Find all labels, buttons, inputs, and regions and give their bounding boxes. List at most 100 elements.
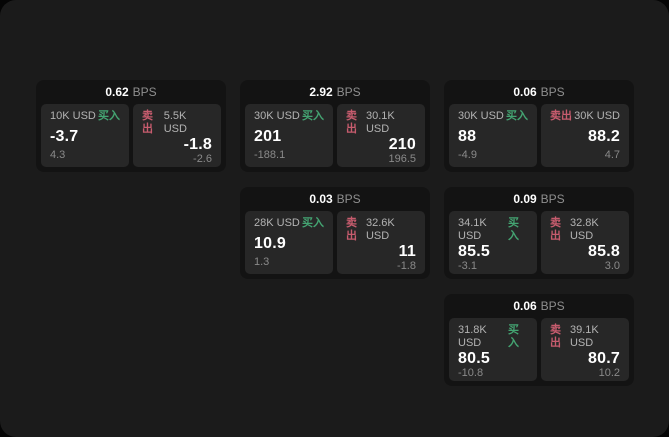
sell-panel[interactable]: 卖出 30K USD 88.2 4.7	[541, 104, 629, 167]
sell-tag: 卖出	[550, 217, 561, 242]
sell-price: 80.7	[588, 350, 620, 367]
buy-delta: -4.9	[458, 149, 477, 161]
sell-delta: 4.7	[604, 149, 620, 161]
buy-delta: -188.1	[254, 149, 286, 161]
sell-price: 88.2	[588, 127, 620, 145]
quote-card: 0.09 BPS 34.1K USD 买入 85.5 -3.1 卖出 32.8K…	[444, 187, 634, 279]
sell-size-label: 30K USD	[574, 110, 620, 122]
quote-panels: 31.8K USD 买入 80.5 -10.8 卖出 39.1K USD 80.…	[449, 318, 629, 381]
sell-panel[interactable]: 卖出 39.1K USD 80.7 10.2	[541, 318, 629, 381]
buy-delta: -3.1	[458, 260, 477, 272]
bps-value: 0.06	[513, 299, 537, 313]
sell-tag: 卖出	[142, 110, 153, 135]
sell-size-label: 39.1K USD	[569, 324, 599, 349]
bps-header: 0.62 BPS	[41, 80, 221, 104]
buy-tag: 买入	[302, 217, 324, 229]
bps-value: 0.06	[513, 85, 537, 99]
sell-panel-top: 卖出 39.1K USD	[550, 324, 620, 350]
quote-card: 0.03 BPS 28K USD 买入 10.9 1.3 卖出 32.6K US…	[240, 187, 430, 279]
bps-unit-label: BPS	[132, 85, 157, 99]
bps-unit-label: BPS	[540, 85, 565, 99]
sell-panel[interactable]: 卖出 32.6K USD 11 -1.8	[337, 211, 425, 274]
buy-panel-top: 30K USD 买入	[254, 110, 324, 123]
sell-panel-top: 卖出 30.1K USD	[346, 110, 416, 136]
buy-size-label: 10K USD	[50, 110, 96, 122]
buy-panel-top: 34.1K USD 买入	[458, 217, 528, 243]
sell-price: 11	[398, 243, 416, 260]
bps-value: 0.09	[513, 192, 537, 206]
sell-tag: 卖出	[550, 110, 572, 122]
buy-tag: 买入	[508, 217, 520, 242]
buy-price: 10.9	[254, 234, 286, 252]
buy-panel[interactable]: 30K USD 买入 88 -4.9	[449, 104, 537, 167]
buy-panel-top: 28K USD 买入	[254, 217, 324, 230]
buy-price: 88	[458, 127, 477, 145]
quote-card: 2.92 BPS 30K USD 买入 201 -188.1 卖出 30.1K …	[240, 80, 430, 172]
bps-unit-label: BPS	[336, 85, 361, 99]
sell-size-label: 30.1K USD	[365, 110, 395, 135]
buy-price: -3.7	[50, 127, 79, 145]
sell-panel-top: 卖出 32.8K USD	[550, 217, 620, 243]
buy-panel[interactable]: 28K USD 买入 10.9 1.3	[245, 211, 333, 274]
sell-delta: 3.0	[604, 260, 620, 272]
sell-price: -1.8	[183, 136, 212, 153]
quote-panels: 10K USD 买入 -3.7 4.3 卖出 5.5K USD -1.8 -2.…	[41, 104, 221, 167]
sell-tag: 卖出	[346, 110, 357, 135]
buy-delta: -10.8	[458, 367, 484, 379]
sell-delta: -1.8	[397, 260, 416, 272]
buy-panel[interactable]: 31.8K USD 买入 80.5 -10.8	[449, 318, 537, 381]
quote-panels: 30K USD 买入 201 -188.1 卖出 30.1K USD 210 1…	[245, 104, 425, 167]
buy-size-label: 34.1K USD	[458, 217, 487, 242]
sell-panel[interactable]: 卖出 30.1K USD 210 196.5	[337, 104, 425, 167]
bps-header: 0.06 BPS	[449, 80, 629, 104]
buy-size-label: 30K USD	[254, 110, 300, 122]
sell-panel[interactable]: 卖出 32.8K USD 85.8 3.0	[541, 211, 629, 274]
cards-grid: 0.62 BPS 10K USD 买入 -3.7 4.3 卖出 5.5K USD…	[36, 80, 634, 386]
quote-panels: 34.1K USD 买入 85.5 -3.1 卖出 32.8K USD 85.8…	[449, 211, 629, 274]
buy-size-label: 30K USD	[458, 110, 504, 122]
sell-size-label: 32.8K USD	[569, 217, 599, 242]
sell-delta: 10.2	[598, 367, 620, 379]
sell-price: 85.8	[588, 243, 620, 260]
buy-panel[interactable]: 30K USD 买入 201 -188.1	[245, 104, 333, 167]
sell-tag: 卖出	[550, 324, 561, 349]
sell-size-label: 5.5K USD	[163, 110, 187, 135]
buy-tag: 买入	[506, 110, 528, 122]
quote-card: 0.06 BPS 30K USD 买入 88 -4.9 卖出 30K USD 8…	[444, 80, 634, 172]
sell-panel-top: 卖出 32.6K USD	[346, 217, 416, 243]
sell-delta: -2.6	[193, 153, 212, 165]
sell-delta: 196.5	[388, 153, 416, 165]
quote-card: 0.06 BPS 31.8K USD 买入 80.5 -10.8 卖出 39.1…	[444, 294, 634, 386]
buy-price: 201	[254, 127, 282, 145]
bps-header: 2.92 BPS	[245, 80, 425, 104]
buy-price: 80.5	[458, 350, 490, 367]
buy-delta: 1.3	[254, 256, 270, 268]
sell-panel[interactable]: 卖出 5.5K USD -1.8 -2.6	[133, 104, 221, 167]
buy-tag: 买入	[508, 324, 520, 349]
bps-unit-label: BPS	[336, 192, 361, 206]
sell-price: 210	[388, 136, 416, 153]
bps-value: 0.03	[309, 192, 333, 206]
quote-card: 0.62 BPS 10K USD 买入 -3.7 4.3 卖出 5.5K USD…	[36, 80, 226, 172]
bps-header: 0.09 BPS	[449, 187, 629, 211]
buy-panel-top: 30K USD 买入	[458, 110, 528, 123]
buy-size-label: 28K USD	[254, 217, 300, 229]
sell-panel-top: 卖出 5.5K USD	[142, 110, 212, 136]
sell-size-label: 32.6K USD	[365, 217, 395, 242]
bps-unit-label: BPS	[540, 192, 565, 206]
buy-panel[interactable]: 34.1K USD 买入 85.5 -3.1	[449, 211, 537, 274]
bps-value: 0.62	[105, 85, 129, 99]
bps-header: 0.06 BPS	[449, 294, 629, 318]
buy-size-label: 31.8K USD	[458, 324, 487, 349]
buy-tag: 买入	[302, 110, 324, 122]
buy-panel-top: 31.8K USD 买入	[458, 324, 528, 350]
sell-panel-top: 卖出 30K USD	[550, 110, 620, 123]
quote-panels: 28K USD 买入 10.9 1.3 卖出 32.6K USD 11 -1.8	[245, 211, 425, 274]
bps-unit-label: BPS	[540, 299, 565, 313]
buy-panel[interactable]: 10K USD 买入 -3.7 4.3	[41, 104, 129, 167]
sell-tag: 卖出	[346, 217, 357, 242]
bps-value: 2.92	[309, 85, 333, 99]
buy-tag: 买入	[98, 110, 120, 122]
quote-panels: 30K USD 买入 88 -4.9 卖出 30K USD 88.2 4.7	[449, 104, 629, 167]
